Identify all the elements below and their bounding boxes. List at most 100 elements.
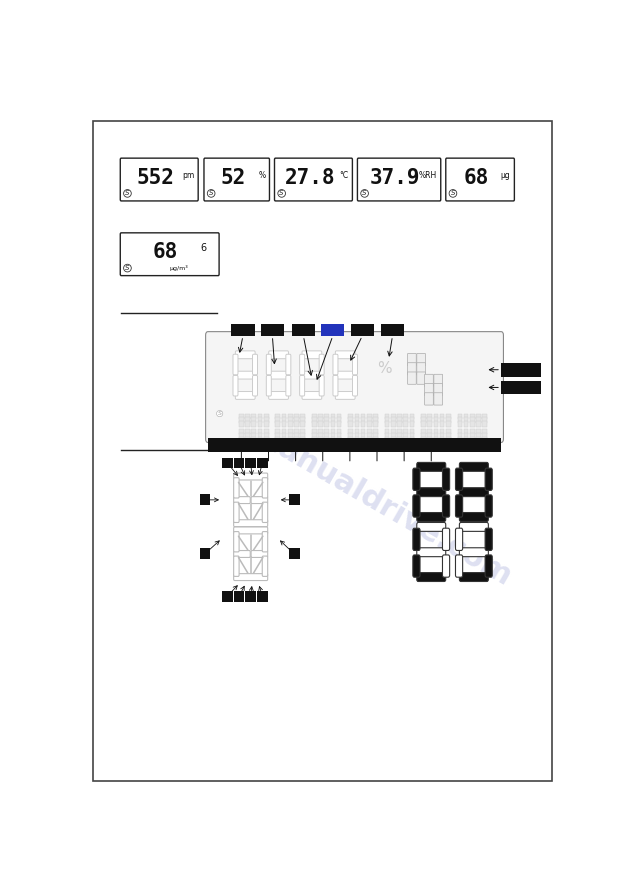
FancyBboxPatch shape <box>446 158 515 201</box>
FancyBboxPatch shape <box>427 437 432 442</box>
FancyBboxPatch shape <box>300 417 305 423</box>
FancyBboxPatch shape <box>239 413 243 419</box>
FancyBboxPatch shape <box>417 547 446 556</box>
FancyBboxPatch shape <box>385 421 389 427</box>
FancyBboxPatch shape <box>464 433 469 438</box>
FancyBboxPatch shape <box>355 437 359 442</box>
FancyBboxPatch shape <box>312 417 316 423</box>
FancyBboxPatch shape <box>425 383 433 396</box>
FancyBboxPatch shape <box>222 457 233 468</box>
FancyBboxPatch shape <box>385 413 389 419</box>
FancyBboxPatch shape <box>427 421 432 427</box>
FancyBboxPatch shape <box>276 421 280 427</box>
FancyBboxPatch shape <box>355 433 359 438</box>
FancyBboxPatch shape <box>403 421 408 427</box>
FancyBboxPatch shape <box>261 323 284 336</box>
FancyBboxPatch shape <box>417 513 446 522</box>
Text: manualdrive.com: manualdrive.com <box>245 420 516 593</box>
FancyBboxPatch shape <box>269 391 289 399</box>
FancyBboxPatch shape <box>482 437 487 442</box>
FancyBboxPatch shape <box>470 421 475 427</box>
FancyBboxPatch shape <box>235 391 255 399</box>
FancyBboxPatch shape <box>459 522 488 531</box>
FancyBboxPatch shape <box>206 331 503 442</box>
FancyBboxPatch shape <box>288 417 292 423</box>
FancyBboxPatch shape <box>233 531 239 552</box>
FancyBboxPatch shape <box>381 323 404 336</box>
FancyBboxPatch shape <box>391 413 396 419</box>
FancyBboxPatch shape <box>455 495 463 517</box>
FancyBboxPatch shape <box>302 391 322 399</box>
FancyBboxPatch shape <box>360 437 365 442</box>
FancyBboxPatch shape <box>245 421 250 427</box>
FancyBboxPatch shape <box>417 372 426 384</box>
FancyBboxPatch shape <box>288 437 292 442</box>
Text: °C: °C <box>339 171 348 179</box>
FancyBboxPatch shape <box>264 433 269 438</box>
FancyBboxPatch shape <box>251 551 268 557</box>
FancyBboxPatch shape <box>319 355 324 375</box>
FancyBboxPatch shape <box>408 354 416 366</box>
FancyBboxPatch shape <box>302 371 322 379</box>
FancyBboxPatch shape <box>318 417 323 423</box>
Text: S: S <box>218 411 221 416</box>
FancyBboxPatch shape <box>348 433 353 438</box>
FancyBboxPatch shape <box>245 413 250 419</box>
FancyBboxPatch shape <box>373 429 378 434</box>
FancyBboxPatch shape <box>434 393 443 405</box>
FancyBboxPatch shape <box>403 433 408 438</box>
Text: 68: 68 <box>152 242 177 263</box>
FancyBboxPatch shape <box>409 417 415 423</box>
FancyBboxPatch shape <box>482 413 487 419</box>
FancyBboxPatch shape <box>239 437 243 442</box>
FancyBboxPatch shape <box>245 417 250 423</box>
FancyBboxPatch shape <box>367 421 372 427</box>
FancyBboxPatch shape <box>459 513 488 522</box>
FancyBboxPatch shape <box>258 437 262 442</box>
Text: S: S <box>125 265 130 271</box>
FancyBboxPatch shape <box>442 495 450 517</box>
FancyBboxPatch shape <box>299 355 304 375</box>
FancyBboxPatch shape <box>355 429 359 434</box>
FancyBboxPatch shape <box>427 433 432 438</box>
Text: 68: 68 <box>464 168 489 188</box>
FancyBboxPatch shape <box>360 417 365 423</box>
FancyBboxPatch shape <box>251 497 268 504</box>
FancyBboxPatch shape <box>222 591 233 602</box>
FancyBboxPatch shape <box>289 548 299 559</box>
FancyBboxPatch shape <box>335 351 355 359</box>
FancyBboxPatch shape <box>330 417 335 423</box>
FancyBboxPatch shape <box>252 355 257 375</box>
FancyBboxPatch shape <box>397 437 402 442</box>
FancyBboxPatch shape <box>337 421 342 427</box>
FancyBboxPatch shape <box>233 355 238 375</box>
FancyBboxPatch shape <box>458 437 462 442</box>
FancyBboxPatch shape <box>258 429 262 434</box>
FancyBboxPatch shape <box>262 556 268 576</box>
FancyBboxPatch shape <box>239 429 243 434</box>
FancyBboxPatch shape <box>446 433 450 438</box>
FancyBboxPatch shape <box>446 437 450 442</box>
FancyBboxPatch shape <box>274 158 352 201</box>
Text: 552: 552 <box>136 168 174 188</box>
FancyBboxPatch shape <box>335 371 355 379</box>
FancyBboxPatch shape <box>373 413 378 419</box>
FancyBboxPatch shape <box>348 421 353 427</box>
FancyBboxPatch shape <box>373 437 378 442</box>
FancyBboxPatch shape <box>282 429 286 434</box>
FancyBboxPatch shape <box>300 421 305 427</box>
FancyBboxPatch shape <box>355 421 359 427</box>
FancyBboxPatch shape <box>470 433 475 438</box>
FancyBboxPatch shape <box>417 463 446 472</box>
FancyBboxPatch shape <box>391 429 396 434</box>
FancyBboxPatch shape <box>458 413 462 419</box>
FancyBboxPatch shape <box>233 473 268 480</box>
FancyBboxPatch shape <box>276 433 280 438</box>
FancyBboxPatch shape <box>319 375 324 396</box>
FancyBboxPatch shape <box>233 527 268 534</box>
FancyBboxPatch shape <box>231 323 255 336</box>
FancyBboxPatch shape <box>245 429 250 434</box>
FancyBboxPatch shape <box>252 437 256 442</box>
FancyBboxPatch shape <box>409 429 415 434</box>
FancyBboxPatch shape <box>501 380 542 395</box>
